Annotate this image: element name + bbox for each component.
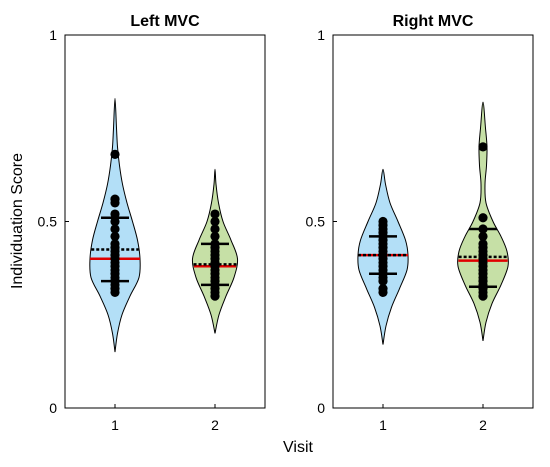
data-point-left-mvc-visit-1-19 (110, 194, 120, 204)
x-tick-label-left-mvc-visit-1: 1 (111, 417, 119, 433)
data-point-left-mvc-visit-1-14 (110, 231, 120, 242)
panel-title-right-mvc: Right MVC (393, 13, 474, 30)
data-point-right-mvc-visit-2-15 (478, 231, 488, 242)
x-tick-label-right-mvc-visit-2: 2 (479, 417, 487, 433)
data-point-left-mvc-visit-1-13 (110, 239, 120, 249)
x-axis-label: Visit (283, 439, 313, 456)
panel-left-mvc: Left MVC 1 2 0 0.5 1 (38, 13, 266, 433)
x-tick-label-right-mvc-visit-1: 1 (379, 417, 387, 433)
data-point-right-mvc-visit-2-14 (478, 239, 488, 249)
data-point-left-mvc-visit-2-16 (210, 224, 220, 234)
y-tick-label-left-mvc-2: 1 (49, 27, 57, 43)
data-point-right-mvc-visit-2-16 (478, 224, 488, 234)
y-axis-label: Individuation Score (9, 153, 26, 289)
data-point-right-mvc-visit-1-18 (378, 216, 388, 227)
y-tick-label-left-mvc-0: 0 (49, 400, 57, 416)
data-point-right-mvc-visit-2-18 (478, 142, 488, 152)
y-tick-label-right-mvc-2: 1 (317, 27, 325, 43)
panel-right-mvc: Right MVC 1 2 0 0.5 1 (306, 13, 534, 433)
data-point-right-mvc-visit-1-1 (378, 284, 388, 294)
data-point-left-mvc-visit-1-20 (110, 149, 120, 159)
data-point-left-mvc-visit-1-16 (110, 216, 120, 227)
data-point-left-mvc-visit-1-17 (110, 209, 120, 219)
plot-frame-left (64, 34, 266, 409)
y-tick-label-left-mvc-1: 0.5 (38, 214, 58, 230)
data-point-left-mvc-visit-1-15 (110, 224, 120, 234)
y-tick-label-right-mvc-1: 0.5 (306, 214, 326, 230)
data-point-left-mvc-visit-2-14 (210, 239, 220, 249)
y-tick-label-right-mvc-0: 0 (317, 400, 325, 416)
x-tick-label-left-mvc-visit-2: 2 (211, 417, 219, 433)
data-point-left-mvc-visit-2-15 (210, 231, 220, 242)
data-point-left-mvc-visit-2-18 (210, 209, 220, 219)
panel-title-left-mvc: Left MVC (130, 13, 200, 30)
data-point-right-mvc-visit-2-17 (478, 213, 488, 223)
plot-frame-right (332, 34, 534, 409)
data-point-left-mvc-visit-2-17 (210, 216, 220, 227)
